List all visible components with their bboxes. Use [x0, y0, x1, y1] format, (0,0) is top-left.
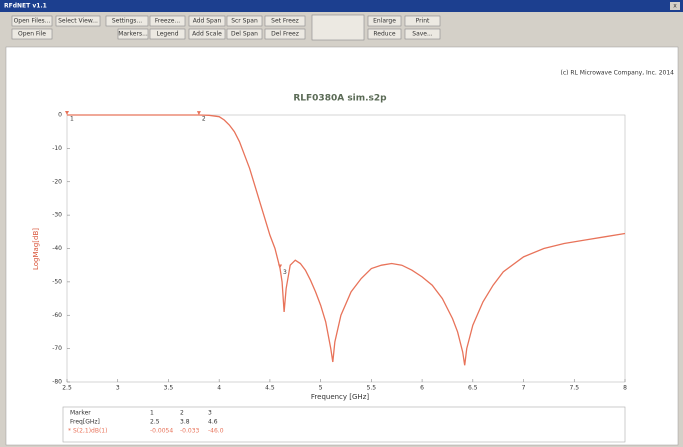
toolbar-button-label[interactable]: Add Scale [192, 31, 222, 38]
trace-name: S(2,1)dB(1) [73, 428, 107, 435]
x-tick-label: 4 [217, 385, 221, 392]
x-tick-label: 7.5 [569, 385, 579, 392]
marker-label: 2 [202, 116, 206, 123]
plot-area [66, 114, 626, 383]
toolbar-button[interactable] [226, 28, 263, 40]
toolbar-button-label[interactable]: Scr Span [231, 18, 258, 25]
toolbar-button[interactable] [367, 28, 402, 40]
toolbar-button-label[interactable]: Set Freez [271, 18, 299, 25]
display-box [311, 14, 365, 41]
trace-bullet: * [68, 428, 71, 435]
y-tick-label: -70 [52, 345, 62, 352]
toolbar-button-label[interactable]: Settings... [112, 18, 142, 25]
close-button[interactable] [670, 2, 680, 10]
y-tick-label: -50 [52, 278, 62, 285]
x-tick-label: 3 [116, 385, 120, 392]
toolbar-button-label[interactable]: Del Span [231, 31, 258, 38]
x-tick-label: 7 [522, 385, 526, 392]
x-tick-label: 4.5 [265, 385, 275, 392]
window-title: RFdNET v1.1 [4, 3, 47, 10]
marker-table-id: 3 [208, 410, 212, 417]
toolbar-button-label[interactable]: Freeze... [155, 18, 180, 25]
toolbar-button-label[interactable]: Enlarge [373, 18, 396, 25]
marker [278, 264, 283, 269]
x-tick-label: 6.5 [468, 385, 478, 392]
marker-table-value: -0.033 [180, 428, 200, 435]
x-tick-label: 3.5 [164, 385, 174, 392]
marker-label: 3 [283, 269, 287, 276]
y-tick-label: -80 [52, 379, 62, 386]
toolbar-button-label[interactable]: Del Freez [271, 31, 299, 38]
y-tick-label: -10 [52, 145, 62, 152]
close-label[interactable]: x [673, 3, 677, 10]
marker-header: Marker [70, 410, 91, 417]
marker-table-freq: 4.6 [208, 419, 218, 426]
freq-header: Freq[GHz] [70, 419, 100, 426]
y-tick-label: -40 [52, 245, 62, 252]
toolbar-button-label[interactable]: Legend [156, 31, 178, 38]
toolbar-button[interactable] [55, 15, 101, 27]
toolbar-button[interactable] [149, 15, 186, 27]
toolbar-button-label[interactable]: Add Span [193, 18, 222, 25]
x-tick-label: 2.5 [62, 385, 72, 392]
marker-table-value: -0.0054 [150, 428, 173, 435]
toolbar-button[interactable] [264, 28, 306, 40]
toolbar-button[interactable] [11, 28, 53, 40]
chart-title: RLF0380A sim.s2p [293, 94, 387, 104]
toolbar-button[interactable] [105, 15, 149, 27]
y-tick-label: 0 [58, 112, 62, 119]
x-tick-label: 8 [623, 385, 627, 392]
toolbar-button-label[interactable]: Open Files... [14, 18, 51, 25]
toolbar-button[interactable] [264, 15, 306, 27]
toolbar-button-label[interactable]: Save... [412, 31, 433, 38]
marker [65, 111, 69, 116]
toolbar-button[interactable] [149, 28, 186, 40]
series-line [67, 114, 626, 366]
marker-table-id: 1 [150, 410, 154, 417]
x-tick-label: 6 [420, 385, 424, 392]
x-tick-label: 5 [319, 385, 323, 392]
toolbar-button[interactable] [117, 28, 149, 40]
y-tick-label: -20 [52, 178, 62, 185]
marker [196, 111, 201, 116]
marker-table-freq: 3.8 [180, 419, 190, 426]
marker-table [62, 406, 626, 443]
toolbar-button[interactable] [226, 15, 263, 27]
x-axis-label: Frequency [GHz] [311, 393, 369, 401]
marker-table-value: -46.0 [208, 428, 224, 435]
toolbar-button-label[interactable]: Reduce [373, 31, 396, 38]
marker-table-id: 2 [180, 410, 184, 417]
toolbar-button-label[interactable]: Select View... [58, 18, 98, 25]
marker-table-freq: 2.5 [150, 419, 160, 426]
title-bar [0, 0, 683, 12]
toolbar-button[interactable] [367, 15, 402, 27]
x-tick-label: 5.5 [367, 385, 377, 392]
toolbar-button-label[interactable]: Markers... [118, 31, 148, 38]
toolbar-button[interactable] [188, 28, 226, 40]
toolbar-button[interactable] [11, 15, 53, 27]
toolbar-button[interactable] [404, 15, 441, 27]
toolbar-button-label[interactable]: Open File [18, 31, 46, 38]
y-tick-label: -60 [52, 312, 62, 319]
toolbar-button-label[interactable]: Print [416, 18, 430, 25]
toolbar-button[interactable] [188, 15, 226, 27]
copyright: (c) RL Microwave Company, Inc. 2014 [560, 70, 674, 77]
toolbar-button[interactable] [404, 28, 441, 40]
y-axis-label: LogMag[dB] [32, 228, 40, 270]
y-tick-label: -30 [52, 212, 62, 219]
marker-label: 1 [70, 116, 74, 123]
